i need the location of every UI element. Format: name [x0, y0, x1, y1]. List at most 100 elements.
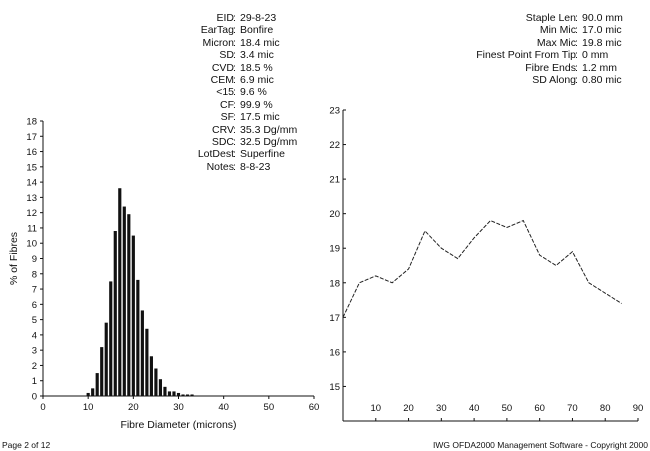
profile-y-tick-label: 17	[329, 313, 340, 324]
histogram-y-tick-label: 0	[32, 392, 37, 403]
fibre-stat-label: CEM	[210, 73, 234, 86]
histogram-bar	[158, 379, 163, 396]
profile-y-tick-label: 19	[329, 244, 340, 255]
fibre-stat-label: EarTag	[200, 24, 234, 37]
fibre-stat-label: CVD	[211, 61, 234, 74]
histogram-y-axis-label: % of Fibres	[8, 232, 20, 285]
fibre-stat-row: EID 29-8-23:	[216, 12, 277, 24]
histogram-bar	[163, 386, 167, 396]
staple-stat-label: Max Mic	[536, 36, 576, 49]
histogram-bar	[131, 235, 135, 396]
histogram-x-tick-label: 40	[218, 402, 229, 413]
histogram-x-tick-label: 0	[40, 402, 45, 413]
fibre-stat-value: Bonfire	[240, 24, 274, 37]
staple-stat-row: Max Mic 19.8 mic:	[536, 36, 622, 49]
fibre-stat-label: Micron	[202, 36, 234, 49]
fibre-stat-label: LotDest	[197, 148, 234, 161]
fibre-stat-value: Superfine	[240, 148, 285, 161]
profile-x-tick-label: 50	[502, 403, 513, 414]
staple-stat-row: Min Mic 17.0 mic:	[539, 24, 622, 37]
histogram-y-tick-label: 18	[26, 117, 37, 128]
staple-stat-row: SD Along 0.80 mic:	[532, 73, 622, 86]
histogram-y-tick-label: 13	[26, 193, 37, 204]
fibre-stat-label: <15	[216, 86, 234, 99]
histogram-x-tick-label: 30	[173, 402, 184, 413]
fibre-stat-value: 32.5 Dg/mm	[240, 135, 298, 148]
histogram-bar	[176, 392, 181, 396]
histogram-x-tick-label: 20	[128, 402, 139, 413]
staple-stat-label: Min Mic	[539, 24, 576, 37]
staple-stat-label: SD Along	[532, 73, 576, 86]
histogram-bar	[86, 392, 90, 396]
histogram-y-tick-label: 1	[32, 376, 37, 387]
page-number: Page 2 of 12	[2, 440, 51, 450]
histogram-bar	[136, 279, 140, 396]
profile-x-tick-label: 60	[534, 403, 545, 414]
staple-stat-row: Fibre Ends 1.2 mm:	[525, 61, 618, 74]
profile-y-tick-label: 20	[329, 209, 340, 220]
diameter-profile-line	[342, 219, 622, 318]
fibre-stat-value: 18.5 %	[240, 61, 273, 74]
fibre-stat-row: LotDest Superfine:	[197, 148, 285, 161]
histogram-bar	[167, 391, 172, 396]
fibre-stat-row: Notes 8-8-23:	[206, 160, 271, 173]
profile-x-tick-label: 20	[403, 403, 414, 414]
histogram-y-tick-label: 17	[26, 132, 37, 143]
fibre-stat-row: CEM 6.9 mic:	[210, 73, 274, 86]
fibre-stat-row: CF 99.9 %:	[220, 98, 273, 111]
fibre-stat-value: 9.6 %	[240, 86, 267, 99]
profile-x-tick-label: 80	[600, 403, 611, 414]
profile-x-tick-label: 30	[436, 403, 447, 414]
staple-stats-panel: Staple Len 90.0 mm: Min Mic 17.0 mic: Max Mi…	[0, 12, 650, 86]
staple-stat-label: Staple Len	[525, 12, 576, 24]
histogram-bar	[127, 214, 131, 396]
fibre-stat-row: SF 17.5 mic:	[220, 111, 280, 124]
fibre-stat-value: 8-8-23	[240, 160, 271, 173]
profile-y-tick-label: 18	[329, 278, 340, 289]
histogram-y-tick-label: 14	[26, 178, 37, 189]
histogram-y-tick-label: 5	[32, 315, 37, 326]
fibre-stat-row: SD 3.4 mic:	[219, 49, 274, 62]
fibre-stat-value: 18.4 mic	[240, 36, 280, 49]
profile-y-tick-label: 21	[329, 175, 340, 186]
staple-stat-row: Finest Point From Tip 0 mm:	[476, 49, 609, 62]
profile-y-tick-label: 16	[329, 347, 340, 358]
fibre-stat-row: CVD 18.5 %:	[211, 61, 273, 74]
staple-stat-value: 17.0 mic	[582, 24, 622, 37]
histogram-bar	[149, 356, 153, 396]
staple-stat-value: 19.8 mic	[582, 36, 622, 49]
profile-y-tick-label: 15	[329, 382, 340, 393]
profile-y-tick-label: 23	[329, 106, 340, 117]
histogram-x-tick-label: 10	[83, 402, 94, 413]
fibre-stats-panel: EID 29-8-23: EarTag Bonfire: Micron 18.4 mic:…	[0, 12, 650, 173]
histogram-y-tick-label: 4	[32, 330, 37, 341]
fibre-stat-label: CRV	[212, 123, 234, 136]
staple-stat-value: 0.80 mic	[582, 73, 622, 86]
histogram-y-tick-label: 12	[26, 208, 37, 219]
histogram-bar	[122, 206, 126, 396]
staple-stat-value: 0 mm	[582, 49, 609, 62]
histogram-bar	[100, 347, 104, 396]
histogram-bar	[145, 328, 149, 396]
histogram-bar	[109, 281, 113, 396]
histogram-y-tick-label: 7	[32, 285, 37, 296]
fibre-stat-row: <15 9.6 %:	[216, 86, 267, 99]
histogram-bar	[104, 322, 108, 396]
histogram-y-tick-label: 10	[26, 239, 37, 250]
histogram-y-tick-label: 2	[32, 361, 37, 372]
fibre-stat-row: SDC 32.5 Dg/mm:	[211, 135, 298, 148]
histogram-bar	[172, 391, 176, 396]
fibre-stat-label: CF	[220, 98, 234, 111]
histogram-bar	[185, 394, 190, 396]
histogram-y-tick-label: 15	[26, 162, 37, 173]
histogram-bar	[190, 394, 194, 396]
histogram-y-tick-label: 3	[32, 346, 37, 357]
staple-stat-row: Staple Len 90.0 mm:	[525, 12, 623, 24]
histogram-bar	[140, 310, 144, 396]
staple-stat-value: 1.2 mm	[582, 61, 618, 74]
staple-stat-value: 90.0 mm	[582, 12, 623, 24]
histogram-bar	[118, 188, 122, 396]
fibre-stat-value: 17.5 mic	[240, 111, 280, 124]
profile-x-tick-label: 90	[633, 403, 644, 414]
